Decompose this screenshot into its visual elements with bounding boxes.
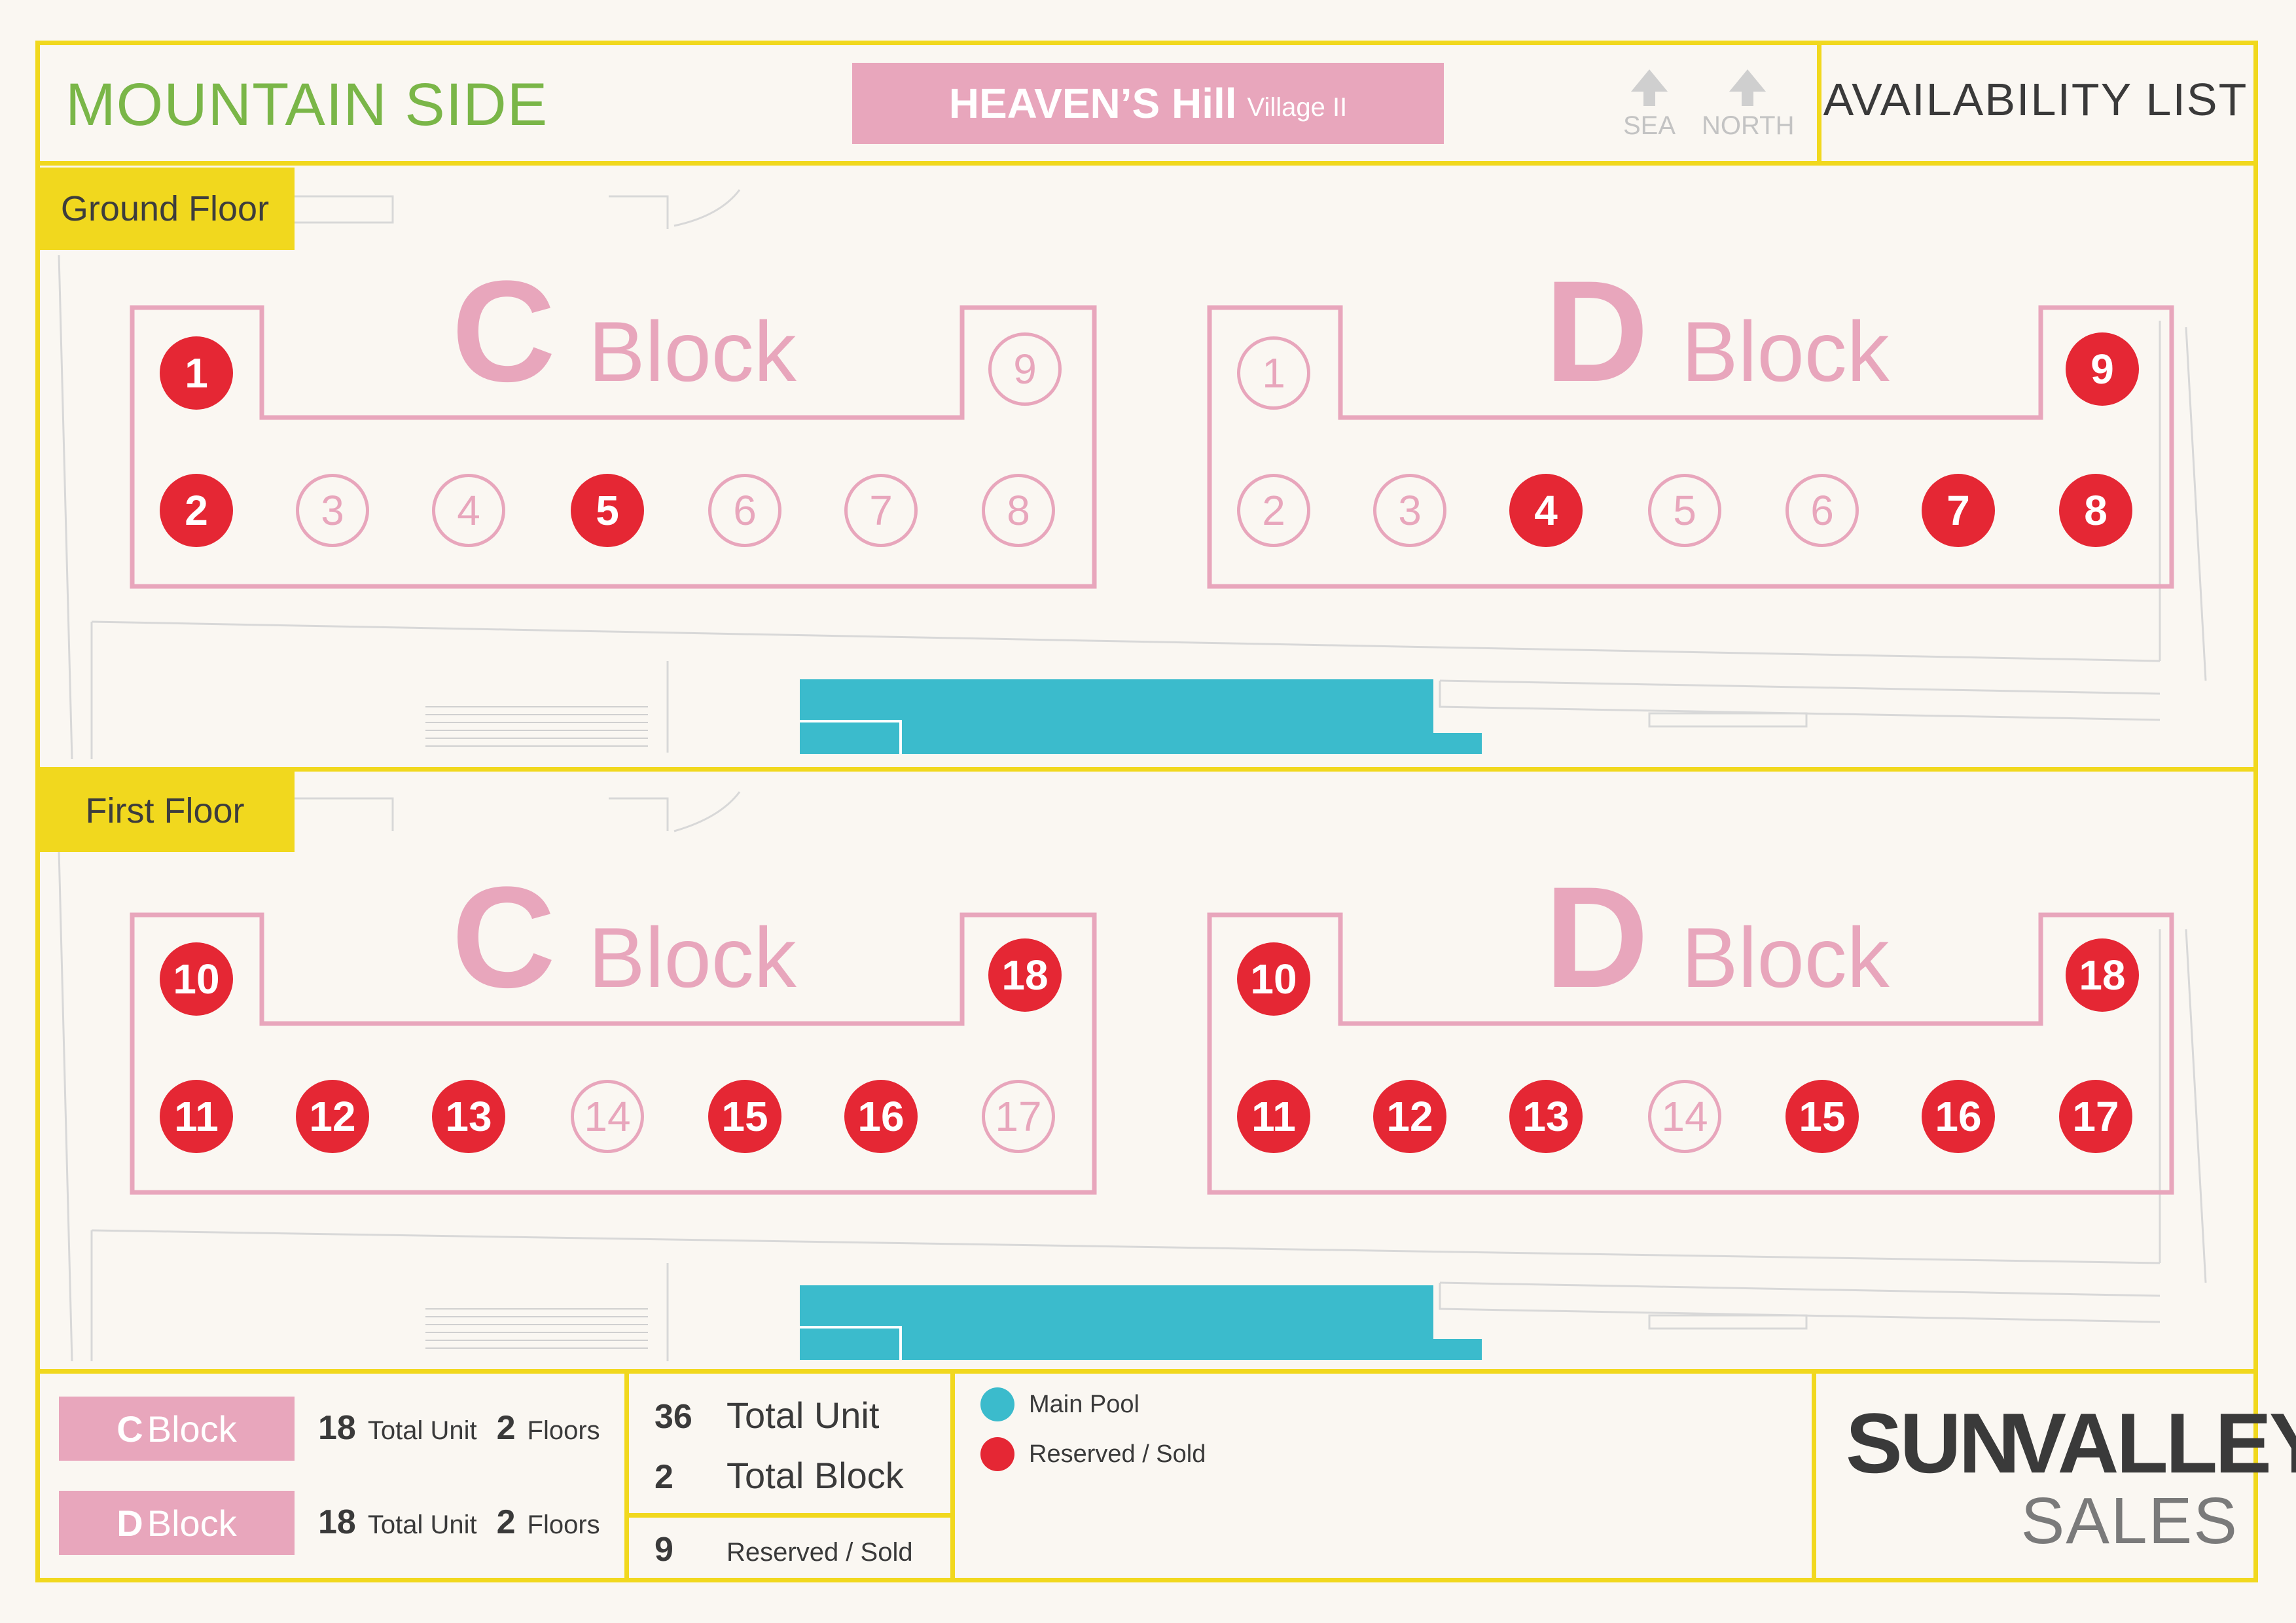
main-pool-first — [800, 1285, 1433, 1360]
logo-sun: SUN — [1846, 1395, 2020, 1491]
unit-marker-first-d-11[interactable]: 11 — [1237, 1080, 1310, 1153]
availability-list-title: AVAILABILITY LIST — [1823, 74, 2248, 125]
legend-c-block-stats: 18 Total Unit 2 Floors — [318, 1409, 600, 1447]
first-c-block-title: C Block — [452, 857, 797, 1018]
main-pool-ground — [800, 679, 1433, 754]
pool-first-edge — [800, 1326, 902, 1360]
ground-d-block-title: D Block — [1545, 251, 1890, 412]
unit-marker-ground-d-5[interactable]: 5 — [1648, 474, 1721, 547]
unit-marker-ground-d-6[interactable]: 6 — [1785, 474, 1859, 547]
sun-valley-sales-logo: SUN VALLEY SALES — [1846, 1395, 2296, 1558]
north-direction-arrow-icon — [1729, 69, 1766, 92]
side-title: MOUNTAIN SIDE — [65, 71, 548, 138]
unit-marker-ground-d-3[interactable]: 3 — [1373, 474, 1446, 547]
sea-direction-arrow-icon — [1631, 69, 1668, 92]
north-label: NORTH — [1702, 111, 1795, 140]
key-main-pool: Main Pool — [980, 1387, 1139, 1421]
footer-divider-3 — [1812, 1369, 1816, 1582]
reserved-dot-icon — [980, 1437, 1014, 1471]
floor-tag-first: First Floor — [35, 770, 295, 852]
logo-sales: SALES — [2020, 1484, 2238, 1558]
pool-dot-icon — [980, 1387, 1014, 1421]
project-banner: HEAVEN’S Hill Village II — [852, 63, 1444, 144]
unit-marker-ground-d-1[interactable]: 1 — [1237, 336, 1310, 410]
unit-marker-ground-c-9[interactable]: 9 — [988, 332, 1062, 406]
sea-label: SEA — [1623, 111, 1676, 140]
summary-reserved: 9 Reserved / Sold — [655, 1531, 913, 1569]
unit-marker-first-d-13[interactable]: 13 — [1509, 1080, 1583, 1153]
unit-marker-ground-c-7[interactable]: 7 — [844, 474, 918, 547]
unit-marker-first-c-14[interactable]: 14 — [571, 1080, 644, 1153]
footer-divider-1 — [624, 1369, 629, 1582]
unit-marker-first-c-17[interactable]: 17 — [982, 1080, 1055, 1153]
ground-d-block-outline — [1207, 305, 2174, 589]
unit-marker-ground-d-4[interactable]: 4 — [1509, 474, 1583, 547]
unit-marker-first-d-12[interactable]: 12 — [1373, 1080, 1446, 1153]
legend-d-block-stats: 18 Total Unit 2 Floors — [318, 1503, 600, 1541]
unit-marker-first-c-11[interactable]: 11 — [160, 1080, 233, 1153]
unit-marker-first-d-15[interactable]: 15 — [1785, 1080, 1859, 1153]
main-pool-first-step — [1398, 1339, 1482, 1360]
unit-marker-ground-c-8[interactable]: 8 — [982, 474, 1055, 547]
unit-marker-ground-c-1[interactable]: 1 — [160, 336, 233, 410]
sea-direction: SEA — [1604, 69, 1695, 141]
summary-total-unit: 36 Total Unit — [655, 1395, 880, 1436]
unit-marker-first-d-17[interactable]: 17 — [2059, 1080, 2132, 1153]
ground-c-block-outline — [130, 305, 1097, 589]
unit-marker-first-c-10[interactable]: 10 — [160, 942, 233, 1016]
unit-marker-ground-d-7[interactable]: 7 — [1922, 474, 1995, 547]
pool-ground-edge — [800, 720, 902, 754]
unit-marker-first-c-13[interactable]: 13 — [432, 1080, 505, 1153]
legend-c-block: C Block — [59, 1397, 295, 1461]
main-pool-ground-step — [1398, 733, 1482, 754]
unit-marker-first-c-16[interactable]: 16 — [844, 1080, 918, 1153]
key-reserved-sold: Reserved / Sold — [980, 1437, 1206, 1471]
first-d-block-outline — [1207, 912, 2174, 1195]
unit-marker-first-d-10[interactable]: 10 — [1237, 942, 1310, 1016]
unit-marker-ground-c-4[interactable]: 4 — [432, 474, 505, 547]
unit-marker-first-c-18[interactable]: 18 — [988, 938, 1062, 1012]
footer-divider — [35, 1369, 2258, 1374]
unit-marker-first-d-16[interactable]: 16 — [1922, 1080, 1995, 1153]
unit-marker-ground-c-6[interactable]: 6 — [708, 474, 781, 547]
header-right-divider — [1817, 41, 1821, 165]
project-sub: Village II — [1247, 92, 1348, 122]
unit-marker-ground-d-2[interactable]: 2 — [1237, 474, 1310, 547]
unit-marker-first-d-18[interactable]: 18 — [2066, 938, 2139, 1012]
floor-divider — [35, 767, 2258, 772]
footer-divider-2 — [950, 1369, 955, 1582]
summary-total-block: 2 Total Block — [655, 1455, 904, 1496]
unit-marker-ground-d-9[interactable]: 9 — [2066, 332, 2139, 406]
project-name: HEAVEN’S Hill — [948, 80, 1237, 127]
footer-summary-divider — [624, 1513, 954, 1518]
unit-marker-first-c-12[interactable]: 12 — [296, 1080, 369, 1153]
unit-marker-ground-c-2[interactable]: 2 — [160, 474, 233, 547]
floor-tag-ground: Ground Floor — [35, 168, 295, 250]
header-divider — [35, 161, 2258, 166]
unit-marker-first-d-14[interactable]: 14 — [1648, 1080, 1721, 1153]
unit-marker-ground-d-8[interactable]: 8 — [2059, 474, 2132, 547]
unit-marker-ground-c-5[interactable]: 5 — [571, 474, 644, 547]
first-c-block-outline — [130, 912, 1097, 1195]
unit-marker-first-c-15[interactable]: 15 — [708, 1080, 781, 1153]
north-direction: NORTH — [1702, 69, 1795, 141]
ground-c-block-title: C Block — [452, 251, 797, 412]
first-d-block-title: D Block — [1545, 857, 1890, 1018]
unit-marker-ground-c-3[interactable]: 3 — [296, 474, 369, 547]
logo-valley: VALLEY — [2009, 1395, 2296, 1491]
legend-d-block: D Block — [59, 1491, 295, 1555]
